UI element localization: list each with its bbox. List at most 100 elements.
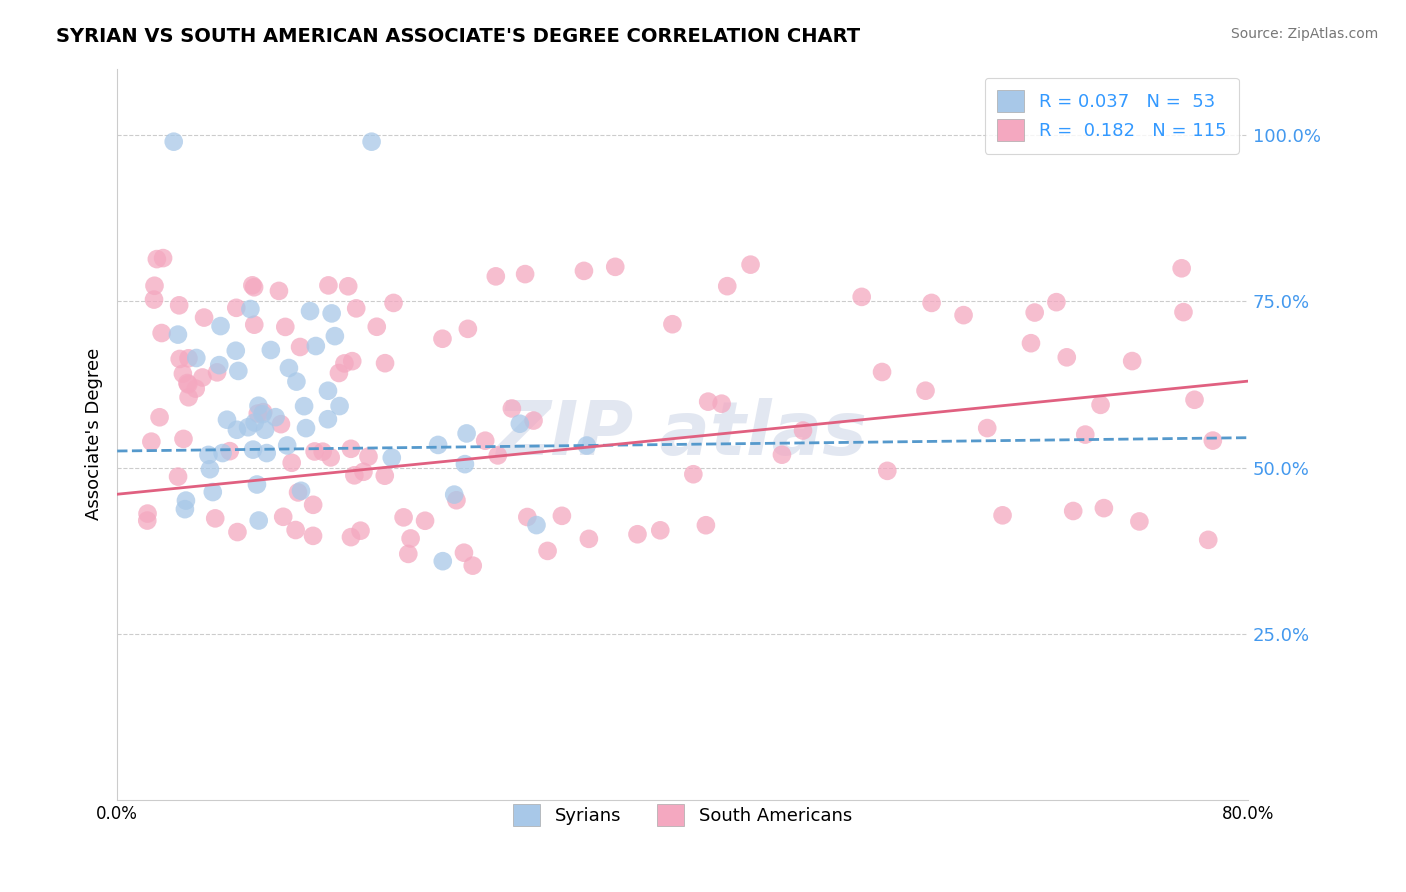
Point <box>432 332 454 346</box>
Point <box>209 319 232 334</box>
Point <box>340 442 363 456</box>
Point <box>236 420 259 434</box>
Point <box>578 532 600 546</box>
Point <box>344 301 367 316</box>
Point <box>357 450 380 464</box>
Point <box>321 306 343 320</box>
Point <box>360 135 382 149</box>
Point <box>353 465 375 479</box>
Point <box>295 421 318 435</box>
Point <box>328 366 350 380</box>
Point <box>184 382 207 396</box>
Point <box>697 394 720 409</box>
Point <box>792 424 814 438</box>
Point <box>1197 533 1219 547</box>
Point <box>526 518 548 533</box>
Legend: Syrians, South Americans: Syrians, South Americans <box>503 795 860 835</box>
Point <box>456 426 478 441</box>
Point <box>292 399 315 413</box>
Text: SYRIAN VS SOUTH AMERICAN ASSOCIATE'S DEGREE CORRELATION CHART: SYRIAN VS SOUTH AMERICAN ASSOCIATE'S DEG… <box>56 27 860 45</box>
Point <box>509 417 531 431</box>
Point <box>150 326 173 340</box>
Point <box>247 399 270 413</box>
Point <box>271 509 294 524</box>
Point <box>243 416 266 430</box>
Point <box>921 296 943 310</box>
Point <box>226 524 249 539</box>
Point <box>1045 295 1067 310</box>
Point <box>343 468 366 483</box>
Point <box>695 518 717 533</box>
Point <box>413 514 436 528</box>
Point <box>914 384 936 398</box>
Point <box>225 343 247 358</box>
Point <box>280 456 302 470</box>
Point <box>1092 501 1115 516</box>
Point <box>382 296 405 310</box>
Point <box>239 301 262 316</box>
Point <box>337 279 360 293</box>
Point <box>243 318 266 332</box>
Text: ZIP atlas: ZIP atlas <box>498 398 868 471</box>
Point <box>243 280 266 294</box>
Point <box>198 462 221 476</box>
Text: Source: ZipAtlas.com: Source: ZipAtlas.com <box>1230 27 1378 41</box>
Point <box>716 279 738 293</box>
Point <box>252 407 274 421</box>
Point <box>501 401 523 416</box>
Point <box>342 354 364 368</box>
Point <box>256 446 278 460</box>
Point <box>366 319 388 334</box>
Point <box>516 510 538 524</box>
Point <box>167 469 190 483</box>
Point <box>323 329 346 343</box>
Point <box>260 343 283 357</box>
Point <box>1074 427 1097 442</box>
Point <box>304 444 326 458</box>
Point <box>349 524 371 538</box>
Point <box>710 397 733 411</box>
Point <box>218 444 240 458</box>
Point <box>1121 354 1143 368</box>
Point <box>1173 305 1195 319</box>
Point <box>1019 336 1042 351</box>
Point <box>174 502 197 516</box>
Point <box>208 358 231 372</box>
Point <box>1090 398 1112 412</box>
Point <box>191 370 214 384</box>
Point <box>443 488 465 502</box>
Point <box>173 432 195 446</box>
Point <box>650 524 672 538</box>
Point <box>215 413 238 427</box>
Point <box>851 290 873 304</box>
Point <box>204 511 226 525</box>
Point <box>277 361 299 376</box>
Point <box>148 410 170 425</box>
Point <box>1202 434 1225 448</box>
Point <box>513 267 536 281</box>
Point <box>174 493 197 508</box>
Point <box>176 376 198 390</box>
Point <box>299 304 322 318</box>
Point <box>605 260 627 274</box>
Point <box>740 258 762 272</box>
Point <box>454 457 477 471</box>
Point <box>211 446 233 460</box>
Point <box>136 514 159 528</box>
Point <box>1024 305 1046 319</box>
Point <box>572 264 595 278</box>
Point <box>575 438 598 452</box>
Point <box>225 301 247 315</box>
Point <box>141 434 163 449</box>
Point <box>682 467 704 482</box>
Point <box>242 442 264 457</box>
Point <box>991 508 1014 523</box>
Point <box>374 468 396 483</box>
Point <box>316 384 339 398</box>
Point <box>302 529 325 543</box>
Point <box>1184 392 1206 407</box>
Point <box>392 510 415 524</box>
Point <box>172 367 194 381</box>
Point <box>952 308 974 322</box>
Point <box>274 319 297 334</box>
